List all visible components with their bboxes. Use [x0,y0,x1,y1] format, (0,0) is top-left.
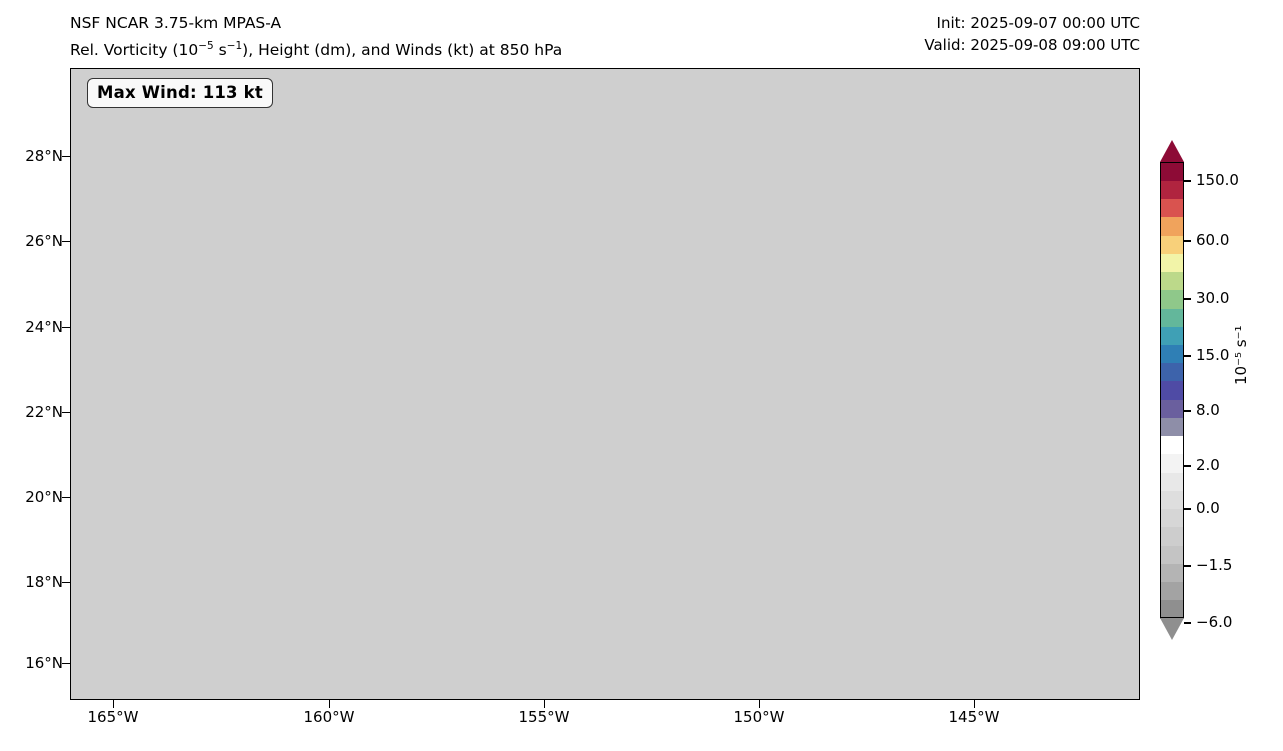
colorbar-band-23 [1160,180,1184,200]
ytick-mark-20n [62,497,70,499]
colorbar-band-0 [1160,599,1184,619]
colorbar-band-9 [1160,435,1184,455]
xtick-label-165w: 165°W [87,708,139,726]
colorbar-under-arrow [1160,618,1184,640]
xtick-label-160w: 160°W [303,708,355,726]
ytick-label-26n: 26°N [25,232,63,250]
colorbar-tick-mark-1 [1184,240,1191,242]
ytick-mark-22n [62,412,70,414]
ytick-mark-18n [62,582,70,584]
colorbar-band-19 [1160,253,1184,273]
ytick-label-20n: 20°N [25,488,63,506]
field-title-exponent-2: −1 [226,40,243,52]
ytick-mark-28n [62,156,70,158]
colorbar-tick-label-1: 60.0 [1196,231,1230,249]
colorbar-band-15 [1160,326,1184,345]
colorbar-tick-label-7: −1.5 [1196,556,1233,574]
colorbar-band-2 [1160,563,1184,583]
ytick-label-16n: 16°N [25,654,63,672]
xtick-mark-165w [113,700,115,708]
colorbar-tick-mark-0 [1184,180,1191,182]
colorbar-tick-label-8: −6.0 [1196,613,1233,631]
colorbar-band-3 [1160,545,1184,564]
colorbar-band-22 [1160,198,1184,218]
max-wind-annotation: Max Wind: 113 kt [87,78,273,108]
xtick-label-150w: 150°W [733,708,785,726]
time-stamp-block: Init: 2025-09-07 00:00 UTC Valid: 2025-0… [924,12,1140,56]
xtick-mark-150w [759,700,761,708]
field-title-prefix: Rel. Vorticity (10 [70,41,199,60]
colorbar-tick-label-5: 2.0 [1196,456,1220,474]
model-title: NSF NCAR 3.75-km MPAS-A [70,14,282,32]
map-plot-area[interactable] [70,68,1140,700]
field-title-exponent-1: −5 [198,40,214,52]
colorbar-band-14 [1160,344,1184,364]
colorbar-band-1 [1160,581,1184,601]
colorbar-band-11 [1160,399,1184,418]
ytick-mark-16n [62,663,70,665]
xtick-mark-160w [329,700,331,708]
colorbar-band-16 [1160,307,1184,327]
colorbar-units-label: 10⁻⁵ s⁻¹ [1232,325,1250,385]
colorbar-tick-label-3: 15.0 [1196,346,1230,364]
colorbar-tick-mark-3 [1184,355,1191,357]
colorbar-tick-mark-6 [1184,508,1191,510]
colorbar-tick-mark-4 [1184,410,1191,412]
chart-title-block: NSF NCAR 3.75-km MPAS-A Rel. Vorticity (… [70,12,770,62]
field-title-mid: s [213,41,227,60]
colorbar-band-20 [1160,234,1184,254]
colorbar-band-5 [1160,508,1184,528]
colorbar-band-12 [1160,380,1184,400]
ytick-label-28n: 28°N [25,147,63,165]
colorbar-band-24 [1160,162,1184,181]
colorbar-band-17 [1160,289,1184,309]
xtick-label-145w: 145°W [948,708,1000,726]
colorbar-tick-mark-8 [1184,622,1191,624]
colorbar-tick-label-2: 30.0 [1196,289,1230,307]
ytick-label-24n: 24°N [25,318,63,336]
colorbar-tick-mark-2 [1184,298,1191,300]
field-title: Rel. Vorticity (10−5 s−1), Height (dm), … [70,34,770,62]
ytick-mark-24n [62,327,70,329]
valid-time-label: Valid: 2025-09-08 09:00 UTC [924,36,1140,54]
xtick-label-155w: 155°W [518,708,570,726]
ytick-label-18n: 18°N [25,573,63,591]
colorbar-gradient [1160,162,1184,619]
colorbar-band-7 [1160,472,1184,491]
vorticity-map-canvas [71,69,1139,699]
colorbar-tick-label-0: 150.0 [1196,171,1239,189]
colorbar-outline [1160,162,1184,618]
field-title-suffix: ), Height (dm), and Winds (kt) at 850 hP… [242,41,563,60]
colorbar-tick-label-4: 8.0 [1196,401,1220,419]
colorbar-band-13 [1160,362,1184,382]
colorbar[interactable]: 150.0 60.0 30.0 15.0 8.0 2.0 0.0 −1.5 −6.0 [1160,140,1239,640]
colorbar-tick-mark-5 [1184,465,1191,467]
xtick-mark-155w [544,700,546,708]
colorbar-tick-mark-7 [1184,565,1191,567]
colorbar-over-arrow [1160,140,1184,162]
colorbar-band-6 [1160,490,1184,510]
ytick-label-22n: 22°N [25,403,63,421]
colorbar-band-18 [1160,271,1184,291]
colorbar-band-21 [1160,216,1184,236]
init-time-label: Init: 2025-09-07 00:00 UTC [936,14,1140,32]
colorbar-tick-label-6: 0.0 [1196,499,1220,517]
colorbar-band-4 [1160,526,1184,546]
ytick-mark-26n [62,241,70,243]
colorbar-band-10 [1160,417,1184,437]
colorbar-band-8 [1160,453,1184,473]
xtick-mark-145w [974,700,976,708]
